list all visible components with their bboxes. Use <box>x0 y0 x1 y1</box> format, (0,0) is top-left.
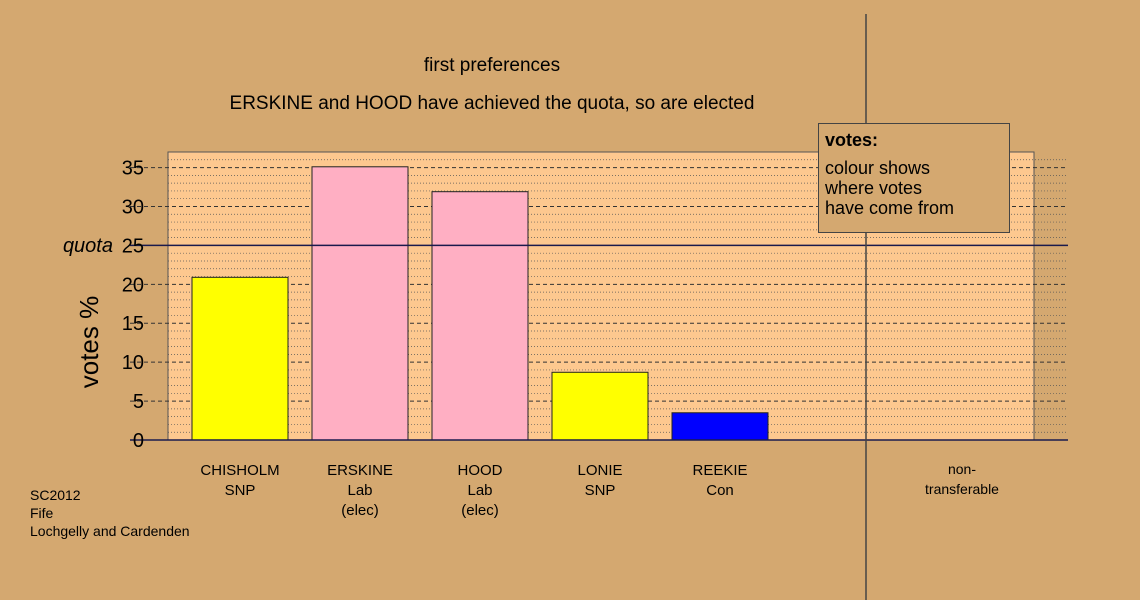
axes <box>130 14 1068 600</box>
y-tick-label: 35 <box>122 158 144 180</box>
y-tick-label: 25 <box>122 235 144 257</box>
x-tick-label-nontransferable: transferable <box>925 481 999 497</box>
footer: SC2012 Fife Lochgelly and Cardenden <box>30 486 190 540</box>
bar <box>671 412 769 441</box>
quota-label: quota <box>63 235 113 257</box>
y-tick-label: 15 <box>122 313 144 335</box>
x-tick-label: Con <box>706 482 734 499</box>
x-tick-label: (elec) <box>341 502 379 519</box>
x-tick-label: REEKIE <box>692 462 747 479</box>
x-tick-label: Lab <box>347 482 372 499</box>
y-axis-label: votes % <box>74 296 104 389</box>
bars <box>191 166 769 441</box>
chart-title: first preferences <box>424 55 560 76</box>
y-tick-label: 20 <box>122 274 144 296</box>
x-tick-label: SNP <box>225 482 256 499</box>
legend-title: votes: <box>825 130 879 150</box>
legend-box: votes: colour shows where votes have com… <box>818 123 1010 233</box>
x-tick-label: HOOD <box>458 462 503 479</box>
bar <box>311 166 409 441</box>
chart-text: first preferences ERSKINE and HOOD have … <box>63 55 999 519</box>
bar <box>431 191 529 441</box>
footer-line-ward: Lochgelly and Cardenden <box>30 523 190 539</box>
x-tick-label: CHISHOLM <box>200 462 279 479</box>
y-tick-label: 30 <box>122 196 144 218</box>
y-tick-label: 5 <box>133 391 144 413</box>
footer-line-council: Fife <box>30 505 54 521</box>
x-tick-label: (elec) <box>461 502 499 519</box>
chart-subtitle: ERSKINE and HOOD have achieved the quota… <box>230 93 755 114</box>
x-tick-label: Lab <box>467 482 492 499</box>
bar <box>551 371 649 441</box>
footer-line-election: SC2012 <box>30 487 81 503</box>
x-tick-label-nontransferable: non- <box>948 461 976 477</box>
bar <box>191 276 289 441</box>
x-tick-label: ERSKINE <box>327 462 393 479</box>
y-tick-label: 0 <box>133 430 144 452</box>
y-tick-label: 10 <box>122 352 144 374</box>
x-tick-label: LONIE <box>577 462 622 479</box>
legend-body: colour shows where votes have come from <box>825 158 955 218</box>
x-tick-label: SNP <box>585 482 616 499</box>
